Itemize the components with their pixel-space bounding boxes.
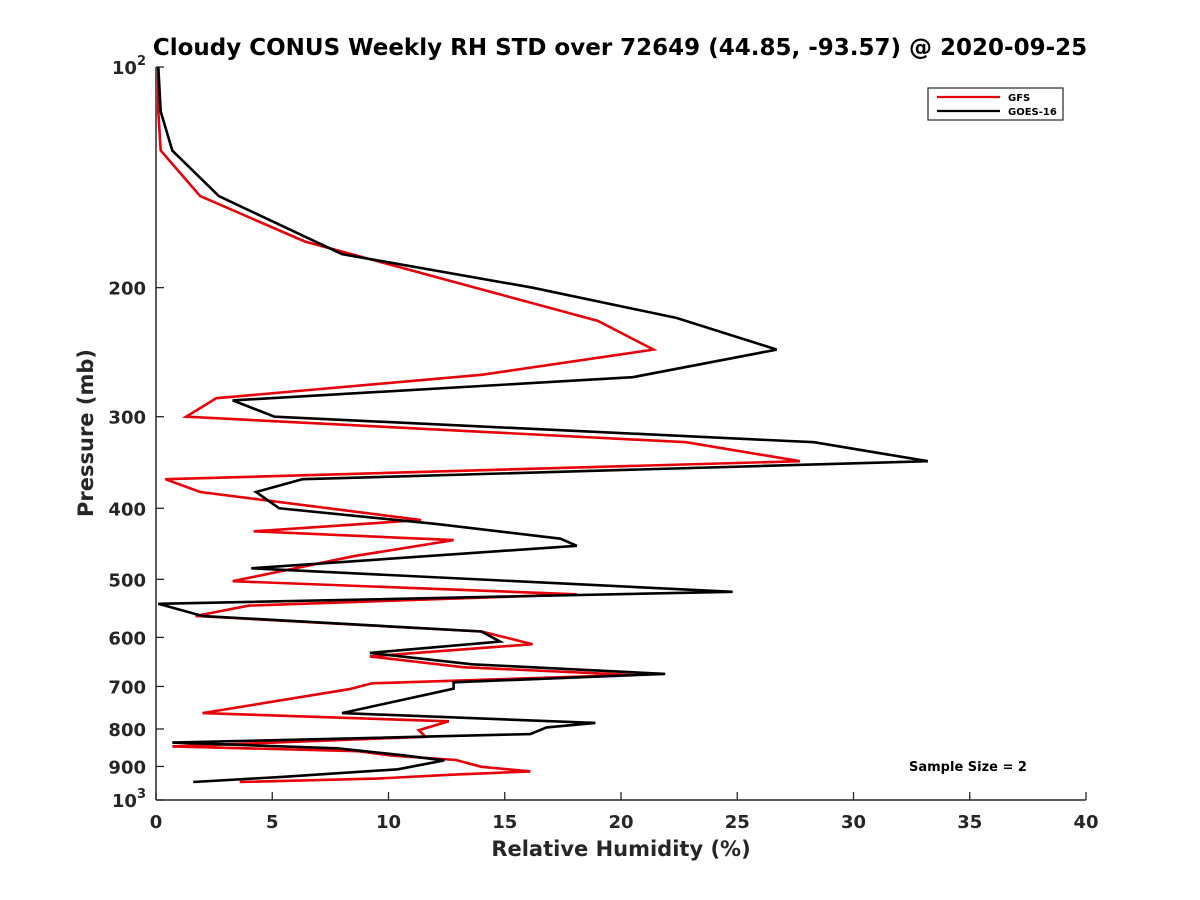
series-line-gfs (157, 67, 801, 784)
y-tick-label: 300 (108, 408, 146, 429)
x-tick-label: 0 (150, 812, 163, 833)
series-line-goes-16 (157, 66, 929, 784)
y-tick-label: 200 (108, 279, 146, 300)
legend-label-goes16: GOES-16 (1008, 107, 1057, 118)
y-tick-label: 700 (108, 677, 146, 698)
x-tick-label: 15 (492, 812, 517, 833)
y-tick-label: 900 (108, 757, 146, 778)
x-tick-label: 20 (608, 812, 633, 833)
legend-label-gfs: GFS (1008, 93, 1030, 104)
legend: GFS GOES-16 (927, 87, 1064, 121)
y-tick-label: 500 (108, 570, 146, 591)
y-tick-label: 600 (108, 628, 146, 649)
x-tick-label: 25 (725, 812, 750, 833)
chart-title: Cloudy CONUS Weekly RH STD over 72649 (4… (153, 35, 1087, 61)
y-axis-label: Pressure (mb) (74, 349, 98, 517)
sample-size-annotation: Sample Size = 2 (909, 760, 1027, 775)
x-tick-label: 10 (376, 812, 401, 833)
y-tick-label: 103 (112, 787, 146, 812)
y-tick-label: 102 (112, 54, 146, 79)
y-axis-ticks: 102 200 300 400 500 600 700 800 900 103 (108, 54, 164, 812)
x-tick-label: 35 (957, 812, 982, 833)
legend-box (927, 87, 1064, 121)
y-tick-label: 400 (108, 499, 146, 520)
y-tick-label: 800 (108, 720, 146, 741)
x-tick-label: 5 (266, 812, 279, 833)
x-axis-label: Relative Humidity (%) (491, 837, 750, 861)
series-layer (157, 66, 929, 784)
x-axis-ticks: 0 5 10 15 20 25 30 35 40 (150, 792, 1099, 833)
x-tick-label: 30 (841, 812, 866, 833)
x-tick-label: 40 (1073, 812, 1098, 833)
